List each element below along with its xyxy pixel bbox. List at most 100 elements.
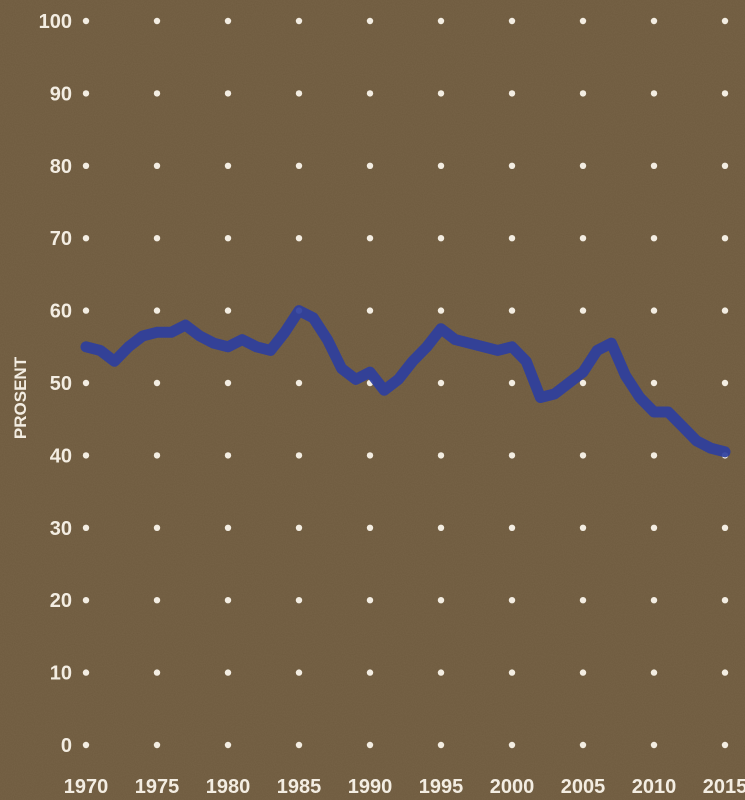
grid-dot [650, 524, 658, 531]
grid-dot [721, 741, 729, 749]
y-tick-label: 30 [50, 518, 72, 540]
grid-dot [508, 741, 516, 749]
grid-dot [437, 235, 445, 242]
grid-dot [295, 90, 303, 97]
grid-dot [650, 90, 658, 97]
grid-dot [153, 17, 161, 25]
grid-dot [437, 597, 445, 604]
x-tick-label: 2010 [632, 776, 677, 798]
grid-dot [82, 741, 90, 749]
y-tick-label: 90 [50, 83, 72, 105]
grid-dot [224, 741, 232, 749]
grid-dot [224, 90, 232, 97]
x-tick-label: 1975 [135, 776, 180, 798]
grid-dot [82, 669, 90, 676]
grid-dot [224, 162, 232, 169]
grid-dot [508, 669, 516, 676]
grid-dot [650, 379, 658, 387]
grid-dot [295, 17, 303, 25]
grid-dot [437, 524, 445, 531]
grid-dot [224, 669, 232, 676]
grid-dot [721, 162, 729, 169]
grid-dot [295, 597, 303, 604]
grid-dot [579, 524, 587, 531]
grid-dot [366, 452, 374, 459]
y-tick-label: 60 [50, 301, 72, 323]
grid-dot [437, 90, 445, 97]
grid-dot [579, 235, 587, 242]
grid-dots [82, 17, 729, 749]
grid-dot [437, 162, 445, 169]
grid-dot [437, 17, 445, 25]
x-tick-label: 1995 [419, 776, 464, 798]
grid-dot [366, 597, 374, 604]
grid-dot [295, 235, 303, 242]
grid-dot [366, 90, 374, 97]
grid-dot [366, 235, 374, 242]
grid-dot [579, 452, 587, 459]
grid-dot [82, 17, 90, 25]
x-axis-ticks: 1970 1975 1980 1985 1990 1995 2000 2005 2010 2015 [64, 776, 745, 798]
grid-dot [579, 90, 587, 97]
grid-dot [295, 524, 303, 531]
grid-dot [721, 90, 729, 97]
grid-dot [224, 379, 232, 387]
grid-dot [650, 162, 658, 169]
grid-dot [437, 452, 445, 459]
grid-dot [650, 307, 658, 314]
grid-dot [579, 307, 587, 314]
grid-dot [579, 669, 587, 676]
grid-dot [508, 379, 516, 387]
grid-dot [721, 307, 729, 314]
y-tick-label: 0 [61, 735, 72, 757]
grid-dot [224, 597, 232, 604]
grid-dot [508, 90, 516, 97]
y-tick-label: 20 [50, 590, 72, 612]
grid-dot [650, 452, 658, 459]
grid-dot [721, 17, 729, 25]
grid-dot [508, 162, 516, 169]
grid-dot [82, 235, 90, 242]
grid-dot [224, 524, 232, 531]
grid-dot [366, 17, 374, 25]
x-tick-label: 1970 [64, 776, 109, 798]
grid-dot [721, 597, 729, 604]
grid-dot [508, 452, 516, 459]
grid-dot [508, 235, 516, 242]
grid-dot [153, 741, 161, 749]
grid-dot [721, 379, 729, 387]
y-axis-ticks: 0 10 20 30 40 50 60 70 80 90 100 [39, 11, 72, 757]
grid-dot [82, 524, 90, 531]
grid-dot [579, 741, 587, 749]
grid-dot [366, 669, 374, 676]
grid-dot [508, 307, 516, 314]
grid-dot [224, 307, 232, 314]
grid-dot [224, 235, 232, 242]
grid-dot [153, 379, 161, 387]
grid-dot [721, 235, 729, 242]
grid-dot [650, 17, 658, 25]
grid-dot [224, 452, 232, 459]
grid-dot [153, 597, 161, 604]
grid-dot [153, 90, 161, 97]
grid-dot [295, 669, 303, 676]
grid-dot [153, 307, 161, 314]
grid-dot [153, 452, 161, 459]
x-tick-label: 1990 [348, 776, 393, 798]
grid-dot [295, 741, 303, 749]
grid-dot [721, 669, 729, 676]
grid-dot [153, 669, 161, 676]
series-line [80, 305, 731, 458]
grid-dot [437, 307, 445, 314]
grid-dot [437, 741, 445, 749]
grid-dot [508, 524, 516, 531]
grid-dot [295, 452, 303, 459]
grid-dot [650, 235, 658, 242]
x-tick-label: 2000 [490, 776, 535, 798]
grid-dot [721, 524, 729, 531]
grid-dot [366, 162, 374, 169]
grid-dot [366, 524, 374, 531]
